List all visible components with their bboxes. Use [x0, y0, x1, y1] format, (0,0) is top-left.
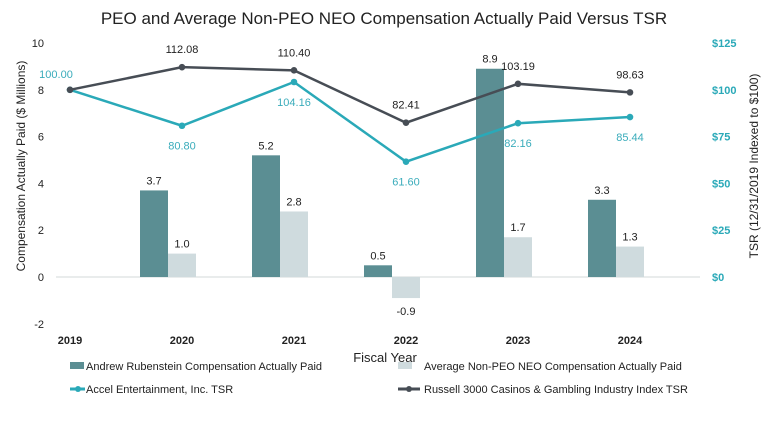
line-russell — [69, 65, 631, 125]
legend-swatch-non-peo — [398, 362, 412, 369]
y2-tick-label: $125 — [712, 38, 736, 50]
line-data-label: 85.44 — [616, 132, 644, 144]
bar-data-label: 5.2 — [258, 140, 273, 152]
y2-tick-label: $25 — [712, 225, 730, 237]
bar-data-label: 8.9 — [482, 54, 497, 66]
line-data-label: 80.80 — [168, 141, 196, 153]
line-data-label: 82.16 — [504, 138, 532, 150]
marker-russell — [66, 86, 74, 94]
bar-data-label: 1.3 — [622, 232, 637, 244]
bar-data-label: 0.5 — [370, 250, 385, 262]
chart-title: PEO and Average Non-PEO NEO Compensation… — [101, 9, 667, 28]
x-tick-label: 2024 — [618, 335, 643, 347]
bar-data-label: 3.3 — [594, 185, 609, 197]
legend-label-russell: Russell 3000 Casinos & Gambling Industry… — [424, 384, 688, 396]
bar-rubenstein — [588, 199, 616, 277]
y-tick-label: 2 — [38, 225, 44, 237]
x-axis-label: Fiscal Year — [353, 350, 417, 365]
legend-marker-russell — [406, 386, 412, 392]
bar-data-label: -0.9 — [397, 306, 416, 318]
bar-rubenstein — [140, 190, 168, 277]
y2-axis-label: TSR (12/31/2019 Indexed to $100) — [747, 74, 761, 259]
x-tick-label: 2019 — [58, 335, 82, 347]
y-tick-label: 4 — [38, 178, 44, 190]
y-tick-label: 0 — [38, 272, 44, 284]
y-axis-label: Compensation Actually Paid ($ Millions) — [14, 61, 28, 272]
y2-tick-label: $75 — [712, 132, 730, 144]
legend-label-rubenstein: Andrew Rubenstein Compensation Actually … — [86, 361, 322, 373]
marker-accel — [514, 119, 522, 127]
line-data-label: 104.16 — [277, 97, 311, 109]
marker-accel — [178, 122, 186, 130]
bar-data-label: 1.7 — [510, 222, 525, 234]
bar-non-peo — [280, 211, 308, 277]
bar-non-peo — [168, 253, 196, 277]
legend: Andrew Rubenstein Compensation Actually … — [70, 361, 688, 396]
legend-label-non-peo: Average Non-PEO NEO Compensation Actuall… — [424, 361, 682, 373]
legend-swatch-rubenstein — [70, 362, 84, 369]
y2-tick-label: $0 — [712, 272, 724, 284]
x-tick-label: 2022 — [394, 335, 418, 347]
legend-marker-accel — [75, 386, 81, 392]
y2-tick-label: $50 — [712, 178, 730, 190]
bar-rubenstein — [364, 265, 392, 277]
bar-non-peo — [616, 246, 644, 277]
line-data-label: 110.40 — [278, 47, 311, 59]
x-tick-label: 2023 — [506, 335, 530, 347]
legend-label-accel: Accel Entertainment, Inc. TSR — [86, 384, 233, 396]
line-data-label: 61.60 — [392, 177, 420, 189]
bar-rubenstein — [476, 68, 504, 278]
y2-tick-label: $100 — [712, 85, 736, 97]
marker-russell — [290, 67, 298, 74]
bar-rubenstein — [252, 155, 280, 277]
marker-accel — [626, 113, 634, 121]
marker-russell — [178, 63, 186, 71]
bar-data-label: 3.7 — [146, 175, 161, 187]
marker-accel — [402, 158, 410, 165]
y-tick-label: 10 — [32, 38, 44, 50]
y-tick-label: -2 — [34, 319, 44, 331]
line-data-label: 100.00 — [39, 69, 73, 81]
bar-data-label: 1.0 — [174, 239, 189, 251]
bar-non-peo — [392, 277, 420, 299]
line-data-label: 82.41 — [392, 100, 420, 112]
marker-russell — [626, 89, 634, 96]
marker-accel — [290, 78, 298, 86]
x-tick-label: 2021 — [282, 335, 306, 347]
line-data-label: 98.63 — [616, 69, 644, 81]
line-accel — [69, 80, 631, 164]
x-tick-label: 2020 — [170, 335, 194, 347]
y-tick-label: 6 — [38, 132, 44, 144]
line-data-label: 112.08 — [166, 44, 199, 56]
y-tick-label: 8 — [38, 85, 44, 97]
line-data-label: 103.19 — [501, 61, 535, 73]
bar-data-label: 2.8 — [286, 196, 301, 208]
marker-russell — [402, 119, 410, 127]
marker-russell — [514, 80, 522, 88]
bar-non-peo — [504, 237, 532, 277]
